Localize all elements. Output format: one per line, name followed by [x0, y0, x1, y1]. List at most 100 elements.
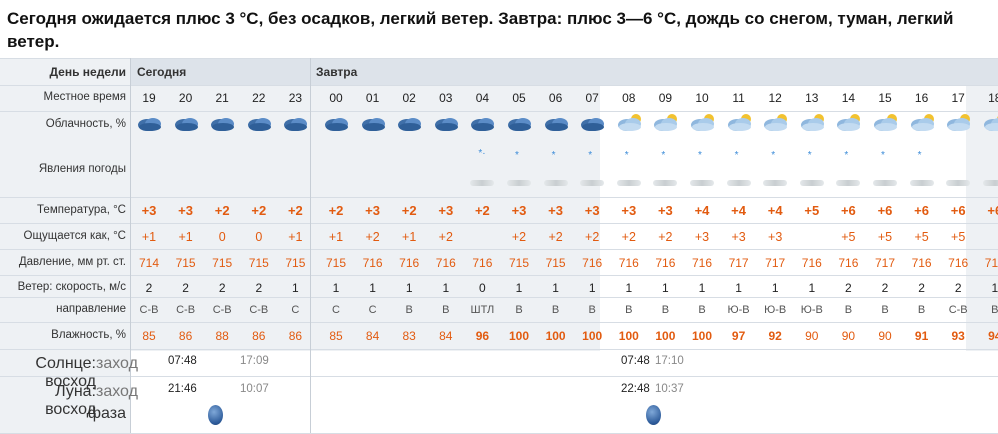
hour-18: 18 [988, 91, 998, 105]
pressure-11: 717 [728, 256, 749, 270]
feels-like-07: +2 [585, 230, 600, 244]
wind-speed-15: 2 [881, 281, 889, 295]
wind-speed-22: 2 [255, 281, 263, 295]
fog-icon [763, 180, 788, 186]
temperature-05: +3 [511, 203, 527, 218]
temperature-19: +3 [141, 203, 157, 218]
fog-icon [543, 180, 568, 186]
cloud-icon [173, 113, 201, 133]
pressure-04: 716 [472, 256, 493, 270]
moon-label: Луна: восход [45, 383, 96, 418]
weekday-label: День недели [49, 65, 126, 79]
hour-17: 17 [951, 91, 965, 105]
cloud-icon [433, 113, 461, 133]
snowflake-icon: * [881, 150, 885, 161]
cloud-icon [323, 113, 351, 133]
cloud-icon [469, 113, 497, 133]
wind-dir-14: В [844, 304, 853, 316]
cloud-icon [689, 113, 717, 133]
temperature-13: +5 [804, 203, 820, 218]
humidity-22: 86 [252, 329, 266, 343]
humidity-11: 97 [731, 329, 746, 343]
day-tomorrow: Завтра [316, 65, 358, 79]
humidity-21: 88 [215, 329, 229, 343]
pressure-07: 716 [582, 256, 603, 270]
row-label-humidity: Влажность, % [51, 329, 126, 341]
feels-like-01: +2 [365, 230, 380, 244]
fog-icon [653, 180, 678, 186]
cloud-icon [799, 113, 827, 133]
hour-04: 04 [475, 91, 490, 105]
snowflake-icon: * [917, 150, 922, 161]
pressure-14: 716 [838, 256, 859, 270]
wind-dir-00: С [332, 304, 340, 316]
hour-16: 16 [914, 91, 929, 105]
temperature-14: +6 [840, 203, 856, 218]
hour-23: 23 [288, 91, 303, 105]
snowflake-icon: * [771, 150, 776, 161]
temperature-22: +2 [251, 203, 267, 218]
wind-dir-18: В [991, 304, 998, 316]
row-label-pressure: Давление, мм рт. ст. [18, 256, 126, 268]
feels-like-12: +3 [768, 230, 783, 244]
row-label-feels_like: Ощущается как, °С [23, 230, 126, 242]
humidity-01: 84 [365, 329, 380, 343]
hour-10: 10 [695, 91, 709, 105]
pressure-05: 715 [508, 256, 530, 270]
fog-icon [616, 180, 641, 186]
wind-dir-15: В [881, 304, 889, 316]
hour-08: 08 [622, 91, 636, 105]
moon-rise-today: 21:46 [168, 383, 197, 395]
wind-speed-13: 1 [808, 281, 816, 295]
wind-speed-12: 1 [771, 281, 779, 295]
wind-speed-17: 2 [954, 281, 962, 295]
fog-icon [873, 180, 897, 186]
fog-icon [982, 180, 998, 186]
pressure-19: 714 [138, 256, 160, 270]
wind-speed-10: 1 [698, 281, 706, 295]
moon-rise-tomorrow: 22:48 [621, 383, 650, 395]
feels-like-09: +2 [658, 230, 673, 244]
row-divider [0, 349, 998, 350]
wind-speed-18: 1 [991, 281, 998, 295]
fog-icon [690, 180, 714, 186]
pressure-03: 716 [435, 256, 456, 270]
wind-dir-09: В [661, 304, 670, 316]
pressure-21: 715 [212, 256, 233, 270]
row-divider [0, 249, 998, 250]
wind-speed-02: 1 [405, 281, 413, 295]
wind-dir-08: В [625, 304, 633, 316]
row-divider [0, 85, 998, 86]
snowflake-icon: * [698, 150, 702, 161]
feels-like-19: +1 [141, 230, 157, 244]
feels-like-23: +1 [288, 230, 303, 244]
fog-icon [726, 180, 751, 186]
feels-like-22: 0 [255, 230, 263, 244]
wind-speed-20: 2 [182, 281, 189, 295]
humidity-10: 100 [691, 329, 713, 343]
hour-00: 00 [329, 91, 343, 105]
humidity-17: 93 [951, 329, 965, 343]
wind-dir-11: Ю-В [727, 304, 750, 316]
feels-like-15: +5 [877, 230, 893, 244]
day-today: Сегодня [137, 65, 187, 79]
cloud-icon [209, 113, 237, 133]
feels-like-00: +1 [328, 230, 344, 244]
snowflake-icon: * [844, 150, 849, 161]
feels-like-03: +2 [438, 230, 453, 244]
wind-dir-10: В [698, 304, 706, 316]
humidity-04: 96 [475, 329, 490, 343]
moon-phase-icon [208, 405, 223, 425]
row-label-phenomena: Явления погоды [38, 163, 126, 175]
temperature-18: +6 [987, 203, 998, 218]
temperature-00: +2 [328, 203, 344, 218]
hour-05: 05 [512, 91, 526, 105]
cloud-icon [762, 113, 790, 133]
hour-09: 09 [658, 91, 673, 105]
snowflake-icon: * [515, 150, 519, 161]
pressure-16: 716 [911, 256, 932, 270]
pressure-12: 717 [765, 256, 786, 270]
fog-icon [946, 180, 971, 186]
wind-speed-08: 1 [625, 281, 633, 295]
row-label-temperature: Температура, °С [37, 204, 126, 216]
